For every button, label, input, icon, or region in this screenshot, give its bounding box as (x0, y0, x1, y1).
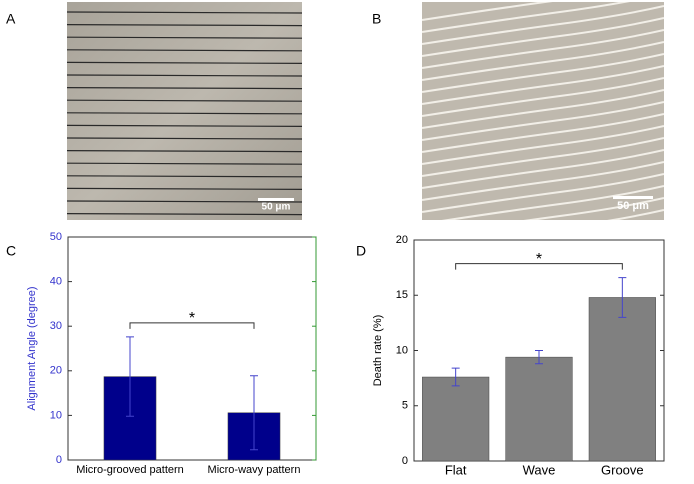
y-tick-label: 0 (402, 455, 408, 467)
x-tick-label: Groove (601, 462, 644, 477)
groove (66, 74, 303, 77)
groove (66, 187, 303, 190)
groove (66, 99, 303, 102)
y-tick-label: 15 (396, 289, 408, 301)
wave (422, 173, 664, 213)
scale-bar (258, 198, 294, 201)
y-tick-label: 30 (50, 320, 62, 332)
chart: 0 5 10 15 20 Death rate (%) Flat Wave Groove * (372, 234, 665, 477)
wave (422, 5, 664, 45)
wave (422, 65, 664, 105)
groove (66, 137, 303, 140)
groove (66, 36, 303, 39)
wave (422, 17, 664, 57)
y-tick-label: 20 (50, 365, 62, 377)
scale-bar-label: 50 μm (617, 200, 649, 212)
error-bar (126, 336, 134, 417)
y-tick-label: 40 (50, 276, 62, 288)
error-bar (618, 277, 627, 318)
groove (66, 150, 303, 153)
chart: 0 10 20 30 40 50 Alignment Angle (degree) Micro… (26, 231, 317, 476)
micrograph-a (67, 2, 302, 220)
wave (422, 149, 664, 189)
scale-bar (613, 196, 653, 199)
x-tick-label: Flat (445, 462, 467, 477)
panel-label: A (6, 11, 16, 27)
y-tick-label: 10 (396, 344, 408, 356)
y-tick-label: 0 (56, 454, 62, 466)
y-axis-label: Death rate (%) (372, 315, 384, 387)
wave (422, 77, 664, 117)
groove (66, 124, 303, 127)
groove (66, 61, 303, 64)
scale-bar-label: 50 μm (262, 202, 291, 213)
wave (422, 137, 664, 177)
panel-label: D (356, 243, 366, 259)
panel-label: C (6, 243, 16, 259)
groove (66, 24, 303, 27)
groove (66, 175, 303, 178)
significance-marker: * (189, 310, 195, 327)
y-tick-label: 5 (402, 400, 408, 412)
error-bar (250, 375, 258, 451)
groove (66, 200, 303, 203)
wave (422, 101, 664, 141)
error-bar (535, 350, 543, 365)
wave (422, 29, 664, 69)
significance-bracket (455, 263, 623, 270)
wave (422, 2, 553, 21)
y-tick-label: 10 (50, 409, 62, 421)
x-tick-label: Micro-wavy pattern (208, 464, 301, 476)
y-axis-label: Alignment Angle (degree) (26, 286, 38, 410)
groove (66, 162, 303, 165)
wave (422, 41, 664, 81)
wave (422, 89, 664, 129)
bar (422, 376, 490, 462)
bar (505, 356, 573, 462)
groove (66, 213, 303, 216)
error-bar (451, 367, 460, 387)
significance-marker: * (536, 251, 542, 268)
wave (441, 185, 664, 220)
wave (422, 2, 631, 33)
bar (588, 297, 656, 462)
wave (422, 113, 664, 153)
wave (422, 53, 664, 93)
wave (523, 197, 664, 220)
groove (66, 112, 303, 115)
wave (422, 222, 664, 260)
groove-lines (66, 11, 303, 216)
x-tick-label: Micro-grooved pattern (76, 464, 184, 476)
wave (606, 209, 664, 220)
wave (422, 161, 664, 201)
wavy-lines (422, 2, 664, 260)
groove (66, 49, 303, 52)
panel-label: B (372, 11, 381, 27)
groove (66, 11, 303, 14)
y-tick-label: 50 (50, 231, 62, 243)
groove (66, 87, 303, 90)
wave (422, 125, 664, 165)
x-tick-label: Wave (523, 462, 556, 477)
significance-bracket (129, 322, 255, 329)
y-tick-label: 20 (396, 234, 408, 246)
